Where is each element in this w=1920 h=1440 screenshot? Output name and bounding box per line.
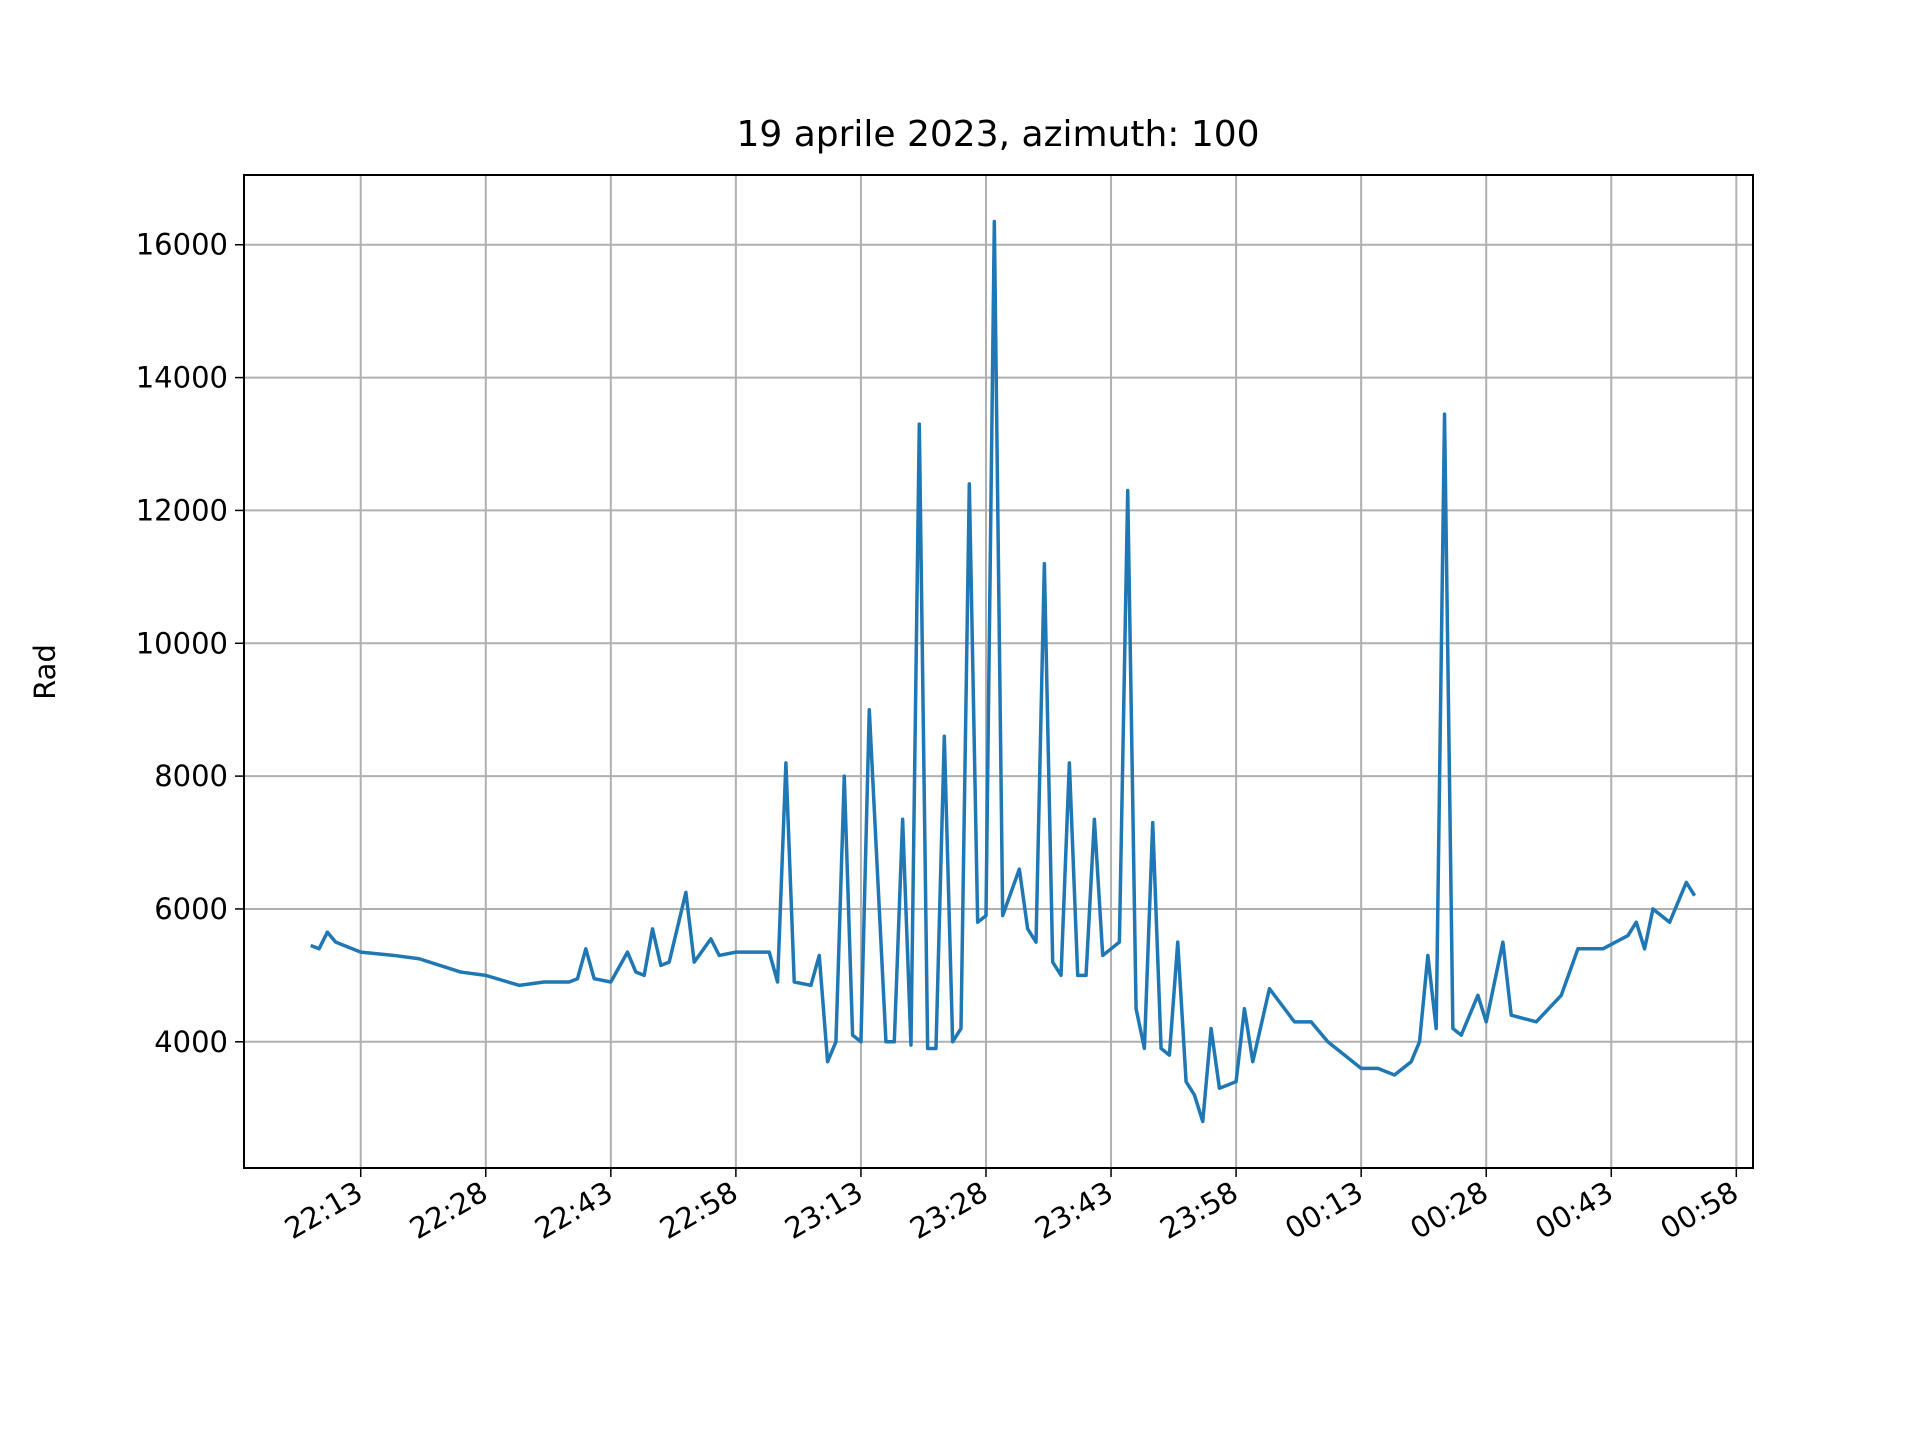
- y-tick-label: 12000: [136, 493, 228, 527]
- y-tick-label: 10000: [136, 626, 228, 660]
- y-tick-label: 4000: [154, 1025, 228, 1059]
- chart-title: 19 aprile 2023, azimuth: 100: [736, 114, 1259, 155]
- data-line: [310, 219, 1697, 1124]
- axes-frame: [243, 174, 1754, 1169]
- y-tick-label: 8000: [154, 759, 228, 793]
- y-tick-label: 16000: [136, 228, 228, 262]
- y-tick-label: 14000: [136, 361, 228, 395]
- y-axis-label: Rad: [28, 644, 62, 700]
- y-tick-label: 6000: [154, 892, 228, 926]
